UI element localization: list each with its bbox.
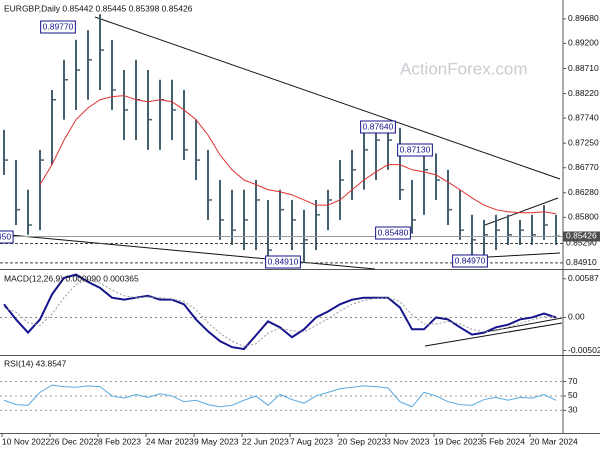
annotation-box: [40, 20, 76, 34]
y-tick-label: -0.005021: [568, 345, 600, 355]
x-tick-label: 3 Nov 2023: [386, 436, 430, 446]
x-tick-label: 20 Mar 2024: [530, 436, 578, 446]
annotation-box: [452, 254, 488, 268]
annotation-box: [375, 226, 411, 240]
series-line: [3, 278, 557, 347]
price-line-label: 0.85290: [566, 238, 597, 248]
y-tick-label: 0.00: [568, 312, 585, 322]
y-tick-label: 50: [568, 390, 578, 400]
x-tick-label: 26 Dec 2022: [50, 436, 98, 446]
annotation: 0.85480: [378, 227, 409, 237]
annotation: 0.84970: [455, 255, 486, 265]
annotation-box: [0, 230, 14, 244]
y-tick-label: 30: [568, 405, 578, 415]
trendline: [9, 234, 376, 270]
x-tick-label: 8 Feb 2023: [98, 436, 141, 446]
series-line: [3, 384, 557, 408]
annotation: 0.87640: [363, 121, 394, 131]
current-price-label: 0.85426: [566, 231, 597, 241]
y-tick-label: 0.86280: [568, 187, 599, 197]
panel-title: RSI(14) 43.8547: [4, 358, 67, 368]
x-tick-label: 19 Dec 2023: [434, 436, 482, 446]
x-tick-label: 5 Feb 2024: [482, 436, 525, 446]
x-tick-label: 22 Jun 2023: [242, 436, 289, 446]
x-tick-label: 7 Aug 2023: [290, 436, 333, 446]
annotation-box: [265, 255, 301, 269]
series-line: [39, 95, 557, 215]
y-tick-label: 0.88710: [568, 63, 599, 73]
series-line: [3, 273, 557, 351]
y-tick-label: 0.87250: [568, 137, 599, 147]
trendline: [424, 322, 563, 347]
y-tick-label: 70: [568, 376, 578, 386]
x-tick-label: 9 May 2023: [194, 436, 239, 446]
panel-title: MACD(12,26,9) 0.000090 0.000365: [4, 273, 139, 283]
annotation: 0.89770: [43, 21, 74, 31]
trendline: [484, 197, 559, 226]
y-tick-label: 0.85800: [568, 212, 599, 222]
y-tick-label: 0.89200: [568, 38, 599, 48]
annotation-box: [397, 143, 433, 157]
trendline: [94, 16, 561, 180]
y-tick-label: 0.88220: [568, 88, 599, 98]
current-price-box: [563, 231, 600, 242]
annotation: 0.84910: [268, 256, 299, 266]
price-line-label: 0.84910: [566, 257, 597, 267]
panel-title: EURGBP,Daily 0.85442 0.85445 0.85398 0.8…: [4, 3, 193, 13]
y-tick-label: 0.00587: [568, 273, 599, 283]
x-tick-label: 10 Nov 2022: [2, 436, 50, 446]
y-tick-label: 0.87740: [568, 112, 599, 122]
x-tick-label: 20 Sep 2023: [338, 436, 386, 446]
y-tick-label: 0.89680: [568, 13, 599, 23]
annotation: 450: [0, 231, 11, 241]
watermark: ActionForex.com: [400, 59, 528, 78]
x-tick-label: 24 Mar 2023: [146, 436, 194, 446]
annotation-box: [360, 120, 396, 134]
annotation: 0.87130: [400, 144, 431, 154]
y-tick-label: 0.86770: [568, 162, 599, 172]
